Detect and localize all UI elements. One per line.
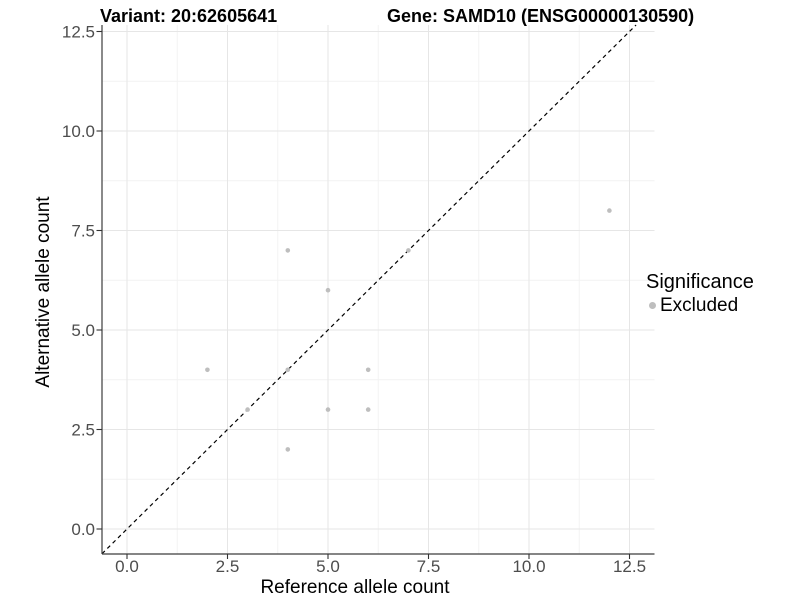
- x-tick-label: 10.0: [512, 557, 545, 576]
- x-axis-title: Reference allele count: [260, 577, 450, 598]
- excluded-marker-icon: [649, 302, 656, 309]
- y-tick-label: 12.5: [62, 23, 95, 42]
- y-tick-label: 0.0: [71, 520, 95, 539]
- y-axis-title: Alternative allele count: [33, 196, 54, 388]
- x-tick-label: 0.0: [115, 557, 139, 576]
- data-point: [607, 208, 612, 213]
- data-point: [325, 407, 331, 412]
- y-tick-label: 7.5: [71, 222, 95, 241]
- data-point: [205, 367, 210, 373]
- data-point: [245, 407, 250, 412]
- data-point: [365, 367, 371, 373]
- data-point: [325, 287, 331, 293]
- x-tick-label: 5.0: [316, 557, 340, 576]
- data-point: [365, 407, 371, 412]
- x-tick-label: 7.5: [417, 557, 441, 576]
- plot-title-gene: Gene: SAMD10 (ENSG00000130590): [387, 6, 695, 26]
- x-tick-label: 12.5: [613, 557, 646, 576]
- data-point: [285, 447, 291, 452]
- data-point: [285, 248, 291, 253]
- y-tick-label: 2.5: [71, 421, 95, 440]
- x-tick-label: 2.5: [216, 557, 240, 576]
- legend-title: Significance: [646, 271, 754, 293]
- plot-title-variant: Variant: 20:62605641: [100, 6, 278, 26]
- legend-item-label: Excluded: [660, 295, 739, 316]
- data-point: [285, 367, 291, 373]
- legend-item-excluded: Excluded: [646, 295, 754, 316]
- identity-dashed-line: [101, 24, 637, 555]
- legend: Significance Excluded: [646, 271, 754, 316]
- y-tick-label: 10.0: [62, 122, 95, 141]
- y-tick-label: 5.0: [71, 321, 95, 340]
- data-point: [406, 248, 411, 253]
